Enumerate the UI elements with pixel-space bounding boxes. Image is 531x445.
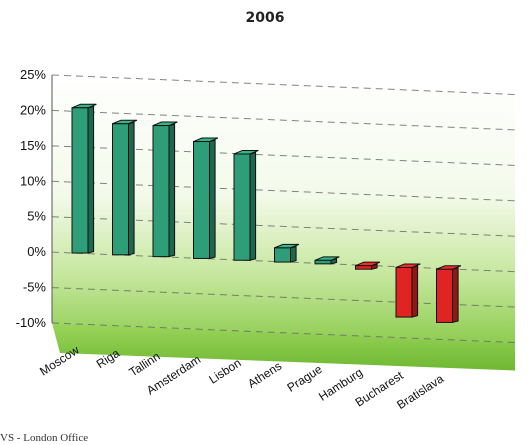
- bar-bratislava: [436, 268, 453, 323]
- source-note: VS - London Office: [0, 432, 89, 444]
- bar-side: [168, 123, 176, 258]
- x-tick-label: Lisbon: [206, 356, 243, 387]
- bar-side: [452, 267, 459, 324]
- y-tick-label: 25%: [20, 67, 46, 82]
- bar-tallinn: [152, 125, 170, 258]
- gridline: [51, 74, 516, 96]
- bar-side: [290, 245, 297, 263]
- bar-hamburg: [355, 265, 372, 270]
- plot-area: 25%20%15%10%5%0%-5%-10%Moscow Riga Tallinn…: [16, 67, 516, 412]
- y-tick-label: -5%: [23, 280, 47, 295]
- bar-side: [411, 265, 419, 318]
- y-tick-label: -10%: [16, 315, 47, 330]
- bar-side: [209, 139, 216, 260]
- y-tick-label: 10%: [20, 173, 46, 188]
- bar-side: [249, 151, 257, 261]
- bar-side: [87, 105, 95, 254]
- bar-prague: [314, 259, 332, 265]
- bar-side: [128, 121, 135, 256]
- bar-moscow: [71, 107, 89, 254]
- gridline: [51, 109, 516, 131]
- y-tick-label: 5%: [27, 209, 46, 224]
- y-tick-label: 15%: [20, 138, 46, 153]
- y-tick-label: 20%: [20, 102, 46, 117]
- bar-amsterdam: [193, 141, 210, 259]
- y-tick-label: 0%: [27, 244, 46, 259]
- chart-title: 2006: [246, 10, 285, 26]
- gridline: [51, 322, 516, 344]
- bar-bucharest: [395, 266, 413, 318]
- bar-athens: [274, 247, 291, 263]
- chart-floor: [52, 323, 515, 371]
- x-tick-label: Athens: [245, 359, 284, 391]
- bar-riga: [112, 123, 129, 256]
- bar-lisbon: [233, 153, 251, 261]
